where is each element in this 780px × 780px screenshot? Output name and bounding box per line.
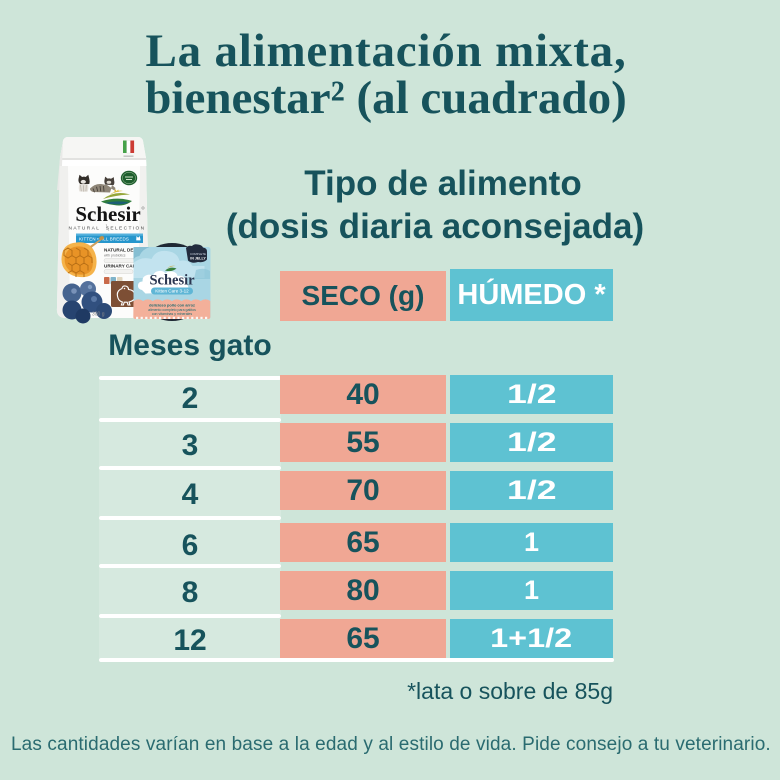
svg-text:COMPLETE: COMPLETE xyxy=(190,252,206,256)
svg-text:KITTEN • ALL BREEDS: KITTEN • ALL BREEDS xyxy=(79,236,129,241)
svg-text:Schesir: Schesir xyxy=(149,273,195,289)
svg-text:300 g: 300 g xyxy=(92,312,105,318)
svg-text:NATURAL DEFENCES: NATURAL DEFENCES xyxy=(104,248,152,253)
svg-text:alimento completo para gatitos: alimento completo para gatitos xyxy=(148,308,196,312)
svg-text:con vitaminas y minerales: con vitaminas y minerales xyxy=(152,312,193,316)
svg-text:delicioso pollo con arroz: delicioso pollo con arroz xyxy=(149,303,195,308)
svg-text:with probiotics: with probiotics xyxy=(104,254,126,258)
svg-text:Kitten Care 3-12: Kitten Care 3-12 xyxy=(155,289,189,294)
svg-text:IN JELLY: IN JELLY xyxy=(190,257,206,261)
svg-text:NATURAL SELECTION: NATURAL SELECTION xyxy=(68,226,145,232)
svg-text:Schesir: Schesir xyxy=(75,202,140,226)
svg-text:URINARY CARE: URINARY CARE xyxy=(104,264,139,269)
